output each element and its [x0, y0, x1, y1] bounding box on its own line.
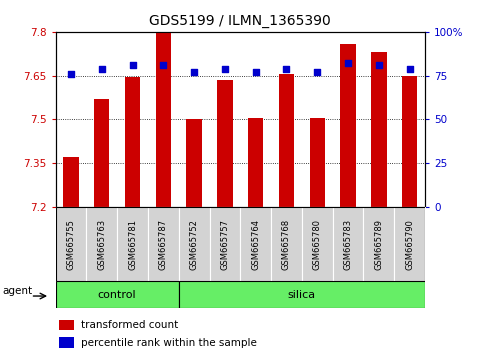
Point: [159, 62, 167, 68]
Bar: [333, 207, 364, 281]
Point: [375, 62, 383, 68]
Bar: [179, 281, 425, 308]
Text: GSM665781: GSM665781: [128, 219, 137, 270]
Point: [98, 66, 106, 72]
Text: transformed count: transformed count: [82, 320, 179, 330]
Bar: [59, 337, 74, 348]
Text: GSM665780: GSM665780: [313, 219, 322, 270]
Point: [190, 69, 198, 75]
Bar: [402, 76, 417, 207]
Bar: [394, 207, 425, 281]
Bar: [271, 207, 302, 281]
Text: GSM665783: GSM665783: [343, 219, 353, 270]
Text: GSM665763: GSM665763: [97, 219, 106, 270]
Text: GSM665752: GSM665752: [190, 219, 199, 270]
Bar: [186, 119, 202, 207]
Text: GSM665787: GSM665787: [159, 219, 168, 270]
Bar: [310, 118, 325, 207]
Text: GSM665764: GSM665764: [251, 219, 260, 270]
Bar: [371, 52, 386, 207]
Text: silica: silica: [288, 290, 316, 300]
Text: agent: agent: [3, 286, 33, 296]
Bar: [56, 281, 179, 308]
Bar: [94, 99, 110, 207]
Bar: [117, 207, 148, 281]
Bar: [341, 44, 356, 207]
Bar: [63, 158, 79, 207]
Bar: [56, 207, 86, 281]
Point: [344, 61, 352, 66]
Bar: [179, 207, 210, 281]
Bar: [248, 118, 263, 207]
Point: [67, 71, 75, 77]
Title: GDS5199 / ILMN_1365390: GDS5199 / ILMN_1365390: [149, 14, 331, 28]
Point: [252, 69, 259, 75]
Bar: [240, 207, 271, 281]
Point: [313, 69, 321, 75]
Point: [128, 62, 136, 68]
Point: [283, 66, 290, 72]
Bar: [302, 207, 333, 281]
Text: GSM665789: GSM665789: [374, 219, 384, 270]
Text: percentile rank within the sample: percentile rank within the sample: [82, 338, 257, 348]
Bar: [86, 207, 117, 281]
Bar: [364, 207, 394, 281]
Bar: [148, 207, 179, 281]
Bar: [59, 320, 74, 330]
Bar: [210, 207, 240, 281]
Bar: [217, 80, 233, 207]
Point: [221, 66, 229, 72]
Bar: [279, 74, 294, 207]
Point: [406, 66, 413, 72]
Text: GSM665757: GSM665757: [220, 219, 229, 270]
Bar: [125, 77, 140, 207]
Text: control: control: [98, 290, 136, 300]
Text: GSM665768: GSM665768: [282, 219, 291, 270]
Text: GSM665755: GSM665755: [67, 219, 75, 270]
Bar: [156, 33, 171, 207]
Text: GSM665790: GSM665790: [405, 219, 414, 270]
